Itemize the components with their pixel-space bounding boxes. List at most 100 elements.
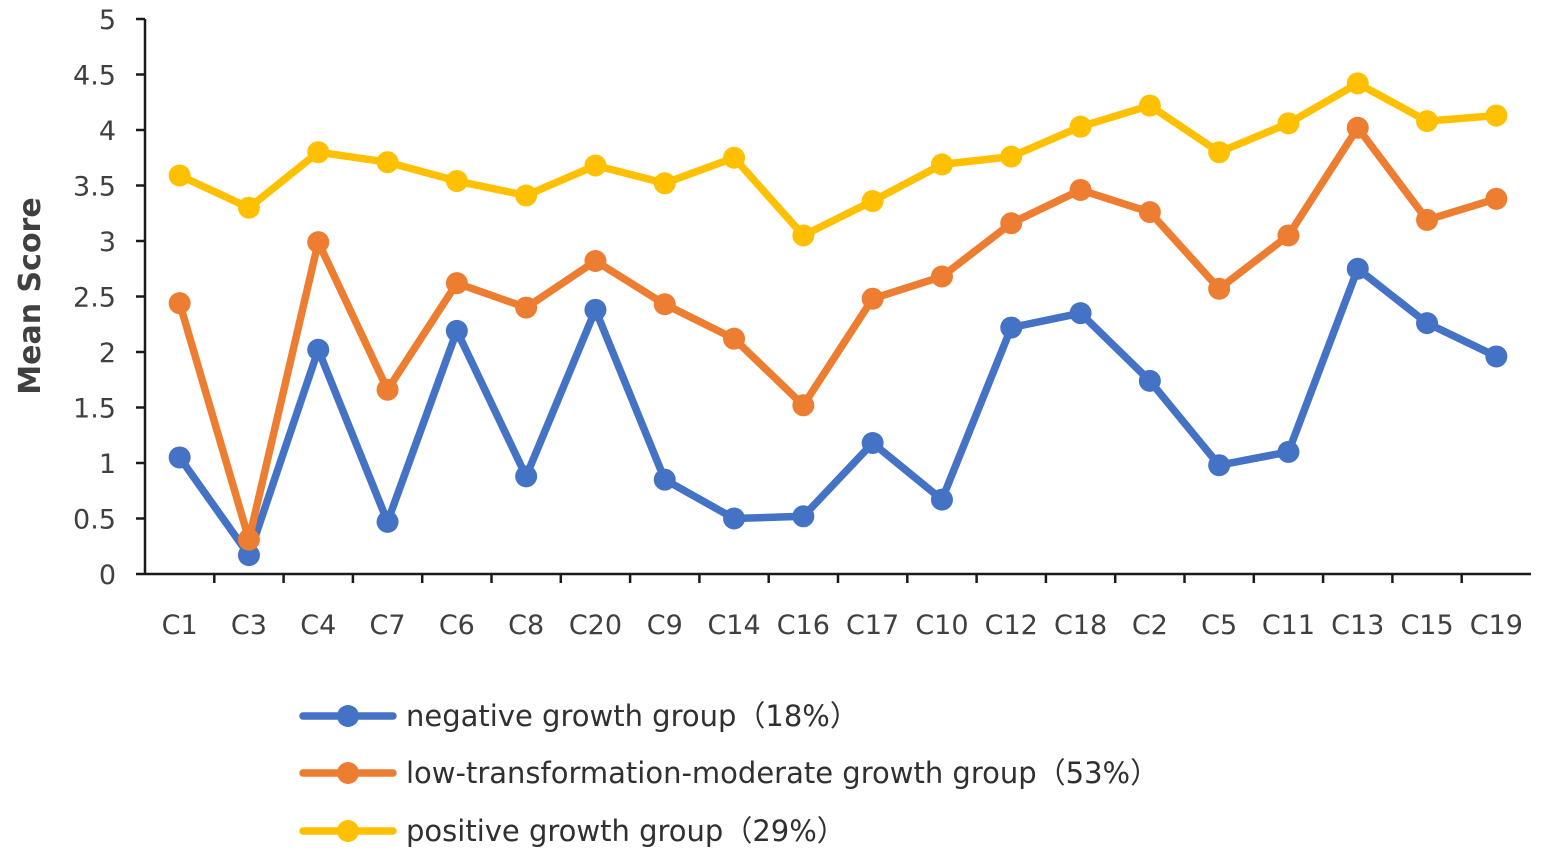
y-tick-label: 4.5 — [73, 61, 116, 92]
data-point — [861, 287, 884, 310]
x-axis-ticks: C1 C3 C4 C7 C6 C8 C20 C9 C14 C16 C17 C10 C12 C18 C2 C5 C… — [162, 574, 1523, 641]
data-point — [307, 338, 330, 361]
y-tick-label: 4 — [99, 116, 116, 147]
y-tick-label: 0.5 — [73, 505, 116, 536]
data-point — [1000, 316, 1023, 339]
x-tick-label: C3 — [231, 610, 267, 641]
x-tick-label: C5 — [1201, 610, 1237, 641]
y-tick-label: 0 — [99, 560, 116, 591]
data-point — [584, 298, 607, 321]
x-tick-label: C12 — [985, 610, 1038, 641]
data-point — [1485, 104, 1508, 127]
data-point — [723, 327, 746, 350]
data-point — [653, 293, 676, 316]
data-point — [1208, 277, 1231, 300]
data-point — [168, 292, 191, 315]
data-point — [930, 488, 953, 511]
data-point — [1485, 345, 1508, 368]
x-tick-label: C6 — [439, 610, 475, 641]
data-point — [1277, 112, 1300, 135]
x-tick-label: C19 — [1470, 610, 1523, 641]
data-point — [792, 505, 815, 528]
data-point — [515, 184, 538, 207]
data-point — [1138, 369, 1161, 392]
data-point — [1069, 115, 1092, 138]
data-point — [237, 196, 260, 219]
y-tick-label: 5 — [99, 5, 116, 36]
data-point — [653, 468, 676, 491]
data-point — [1069, 178, 1092, 201]
data-point — [1416, 208, 1439, 231]
data-point — [1069, 302, 1092, 325]
data-point — [861, 432, 884, 455]
data-point — [1000, 145, 1023, 168]
y-tick-label: 3.5 — [73, 172, 116, 203]
series-1 — [168, 257, 1508, 567]
data-point — [584, 249, 607, 272]
legend-marker — [337, 762, 359, 784]
x-tick-label: C18 — [1054, 610, 1107, 641]
y-tick-label: 2.5 — [73, 283, 116, 314]
legend-item: negative growth group（18%） — [299, 699, 859, 733]
legend-item: positive growth group（29%） — [299, 814, 846, 848]
data-point — [1138, 94, 1161, 117]
data-point — [1000, 212, 1023, 235]
y-tick-label: 1 — [99, 449, 116, 480]
x-tick-label: C20 — [569, 610, 622, 641]
legend-label: positive growth group（29%） — [406, 814, 846, 848]
data-point — [1346, 72, 1369, 95]
data-point — [1485, 187, 1508, 210]
series-line — [175, 124, 1501, 544]
data-point — [307, 141, 330, 164]
data-point — [168, 446, 191, 469]
series-3 — [168, 72, 1508, 247]
data-point — [237, 544, 260, 567]
data-point — [445, 272, 468, 295]
data-point — [1416, 110, 1439, 133]
x-tick-label: C7 — [370, 610, 406, 641]
data-point — [792, 224, 815, 247]
data-point — [445, 319, 468, 342]
data-point — [584, 154, 607, 177]
legend-label: low-transformation-moderate growth group… — [406, 756, 1159, 790]
series-layer — [168, 72, 1508, 567]
series-line — [175, 265, 1501, 559]
data-point — [445, 170, 468, 193]
data-point — [1138, 201, 1161, 224]
x-tick-label: C14 — [707, 610, 760, 641]
data-point — [1416, 312, 1439, 335]
y-tick-label: 1.5 — [73, 394, 116, 425]
data-point — [237, 528, 260, 551]
data-point — [861, 190, 884, 213]
x-tick-label: C4 — [300, 610, 336, 641]
x-tick-label: C10 — [915, 610, 968, 641]
x-tick-label: C2 — [1132, 610, 1168, 641]
x-tick-label: C11 — [1262, 610, 1315, 641]
data-point — [1208, 454, 1231, 477]
data-point — [792, 394, 815, 417]
y-tick-label: 2 — [99, 338, 116, 369]
data-point — [376, 378, 399, 401]
data-point — [653, 172, 676, 195]
data-point — [307, 231, 330, 254]
legend-label: negative growth group（18%） — [406, 699, 859, 733]
legend-marker — [337, 820, 359, 842]
x-tick-label: C15 — [1400, 610, 1453, 641]
x-tick-label: C16 — [777, 610, 830, 641]
data-point — [930, 265, 953, 288]
data-point — [1208, 141, 1231, 164]
data-point — [1277, 440, 1300, 463]
legend-marker — [337, 705, 359, 727]
data-point — [723, 146, 746, 169]
legend: negative growth group（18%） low-transforma… — [299, 699, 1159, 848]
x-tick-label: C13 — [1331, 610, 1384, 641]
data-point — [376, 151, 399, 174]
y-axis-ticks: 0 0.5 1 1.5 2 2.5 3 3.5 4 4.5 5 — [73, 5, 145, 591]
y-axis-title: Mean Score — [13, 197, 48, 394]
series-line — [175, 79, 1501, 240]
data-point — [515, 296, 538, 319]
data-point — [1346, 257, 1369, 280]
x-tick-label: C9 — [647, 610, 683, 641]
data-point — [515, 465, 538, 488]
